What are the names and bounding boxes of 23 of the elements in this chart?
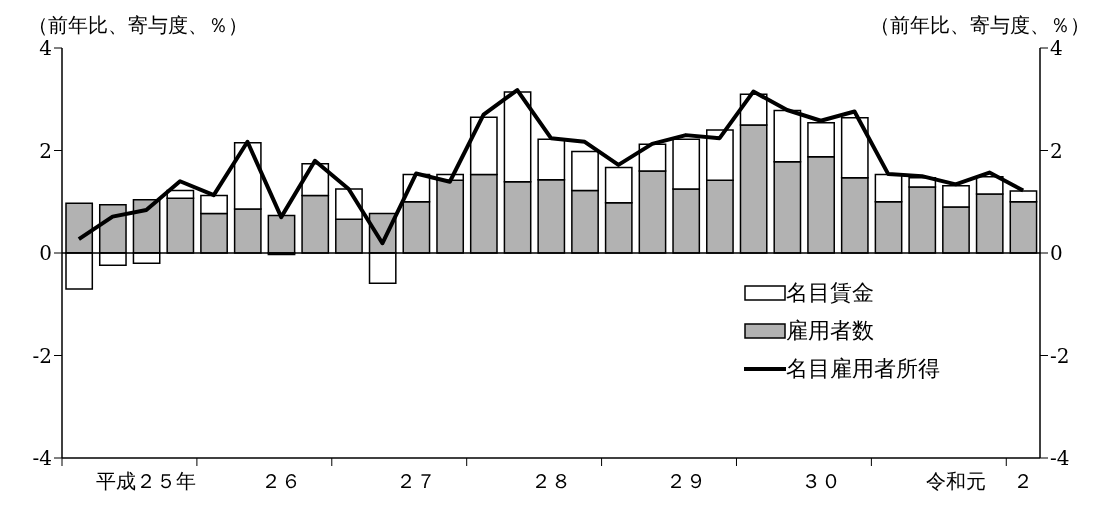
x-tick-label: ３０ <box>800 469 841 493</box>
y-axis-title: （前年比、寄与度、％） <box>28 12 248 39</box>
y2-tick-label: -4 <box>1050 446 1070 471</box>
legend-label: 名目賃金 <box>786 279 874 307</box>
x-tick-label: 平成２５年 <box>96 469 197 493</box>
x-tick-label: ２ <box>1013 469 1034 493</box>
legend-label: 名目雇用者所得 <box>786 355 940 383</box>
x-tick-label: ２８ <box>531 469 571 493</box>
y2-tick-label: 4 <box>1050 36 1063 61</box>
y2-tick-label: 2 <box>1050 138 1063 163</box>
y-tick-label: 0 <box>39 241 52 266</box>
x-tick-label: ２６ <box>261 469 302 493</box>
y-tick-label: -2 <box>32 343 52 368</box>
x-tick-label: ２９ <box>665 469 706 493</box>
x-tick-label: 令和元 <box>925 469 986 493</box>
y2-tick-label: 0 <box>1050 241 1063 266</box>
y2-tick-label: -2 <box>1050 343 1070 368</box>
y-tick-label: 4 <box>39 36 52 61</box>
x-tick-label: ２７ <box>396 469 437 493</box>
y2-axis-title: （前年比、寄与度、％） <box>870 12 1090 39</box>
y-tick-label: 2 <box>39 138 52 163</box>
legend-label: 雇用者数 <box>786 317 874 345</box>
y-tick-label: -4 <box>32 446 52 471</box>
